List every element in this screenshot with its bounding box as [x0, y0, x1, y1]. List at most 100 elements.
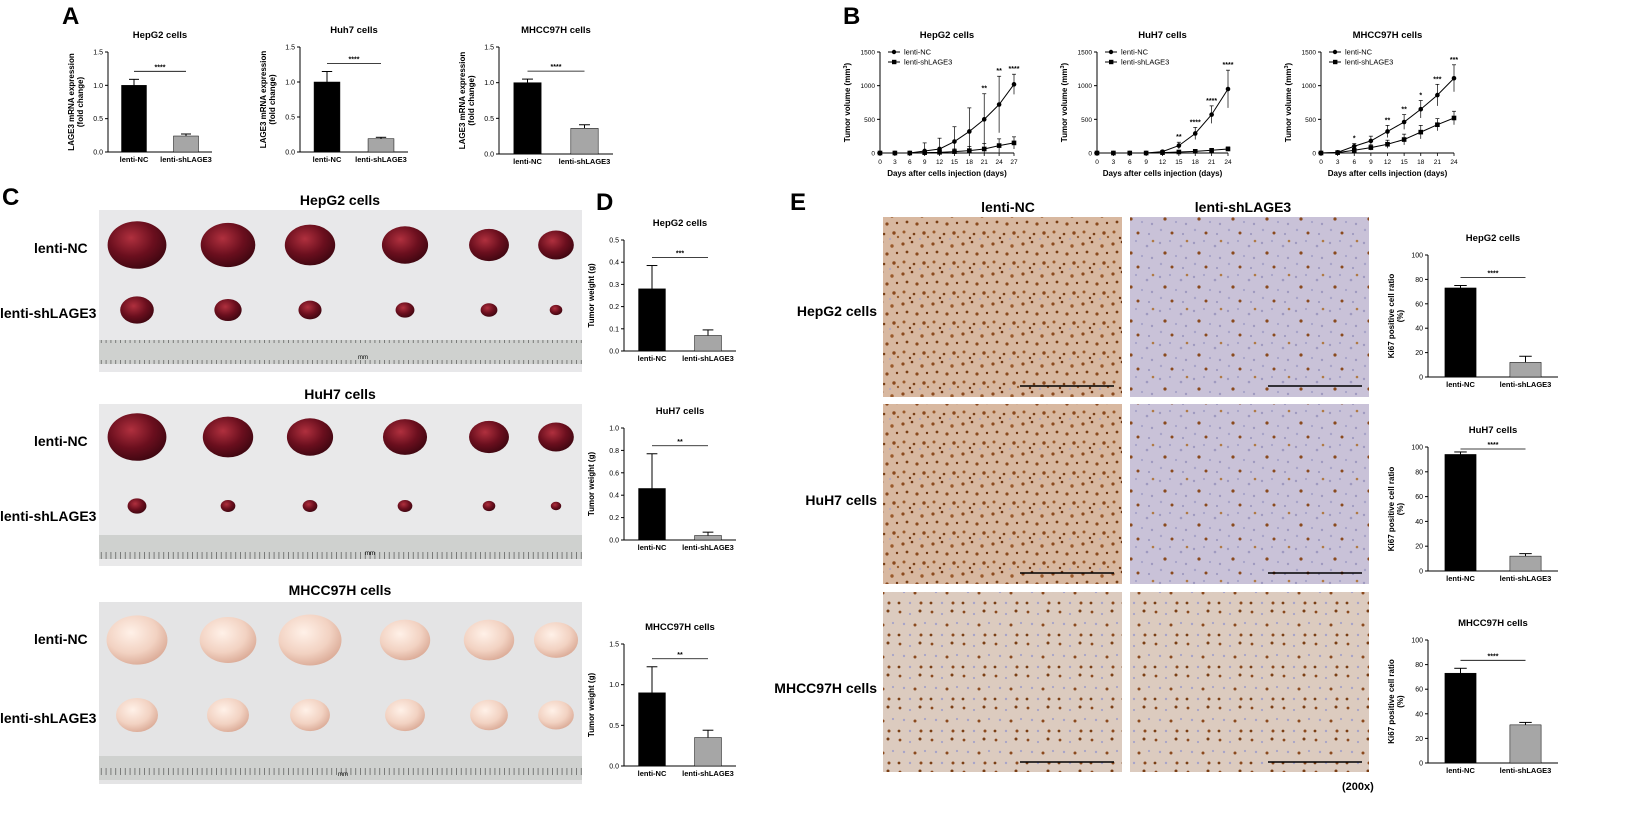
y-tick-label: 1.0 — [609, 682, 619, 689]
tumor-lenti-nc — [107, 413, 167, 461]
chart-d-7: 0.0 0.2 0.4 0.6 0.8 1.0 HuH7 cells Tumor weight… — [587, 406, 736, 552]
tumor-lenti-shlage3 — [397, 500, 413, 512]
tumor-lenti-shlage3 — [220, 500, 236, 512]
y-tick-label: 0 — [1088, 151, 1092, 158]
y-tick-label: 40 — [1415, 711, 1423, 718]
bar — [1444, 672, 1477, 764]
panel-letter-d: D — [596, 189, 613, 216]
y-tick-label: 0.0 — [93, 150, 103, 157]
tumor-lenti-shlage3 — [302, 500, 318, 512]
y-axis-label: LAGE3 mRNA expression(fold change) — [458, 52, 476, 150]
legend-marker — [891, 49, 897, 55]
ruler-unit-huh7: mm — [365, 551, 375, 557]
x-tick-label: lenti-NC — [638, 354, 667, 363]
x-tick-label: 9 — [1144, 159, 1148, 166]
x-tick-label: 24 — [1450, 159, 1458, 166]
chart-title: HepG2 cells — [653, 218, 707, 229]
tumor-lenti-nc — [381, 226, 429, 264]
tumor-lenti-nc — [538, 422, 574, 452]
x-axis-label: Days after cells injection (days) — [1103, 169, 1223, 178]
y-tick-label: 0.0 — [609, 538, 619, 545]
significance-label: **** — [1488, 653, 1499, 660]
y-tick-label: 0.5 — [609, 238, 619, 245]
chart-a-1: 0.0 0.5 1.0 1.5 Huh7 cells LAGE3 mRNA express… — [259, 25, 408, 164]
x-tick-label: 3 — [1112, 159, 1116, 166]
x-axis-label: Days after cells injection (days) — [887, 169, 1007, 178]
y-tick-label: 0.4 — [609, 260, 619, 267]
y-tick-label: 60 — [1415, 494, 1423, 501]
significance-label: ** — [981, 86, 987, 93]
tumor-lenti-nc — [200, 222, 256, 268]
data-point — [1401, 119, 1407, 125]
tumor-lenti-nc — [202, 416, 254, 458]
data-point — [1192, 149, 1198, 154]
tumor-lenti-nc — [469, 420, 509, 454]
data-point — [1385, 129, 1390, 134]
y-axis-label: Ki67 positive cell ratio(%) — [1387, 467, 1405, 552]
ihc-hepg2-nc — [883, 217, 1122, 397]
x-tick-label: lenti-shLAGE3 — [682, 543, 734, 552]
y-tick-label: 0.0 — [609, 764, 619, 771]
y-tick-label: 1000 — [1302, 83, 1317, 90]
data-point — [1127, 150, 1133, 156]
bar — [638, 488, 666, 541]
data-point — [1176, 149, 1182, 155]
significance-label: *** — [676, 251, 684, 258]
bar — [313, 81, 341, 153]
data-point — [981, 117, 987, 122]
tumor-lenti-shlage3 — [116, 698, 158, 732]
y-tick-label: 0.4 — [609, 493, 619, 500]
ihc-row-label-hepg2: HepG2 cells — [797, 303, 877, 319]
panel-letter-a: A — [62, 3, 79, 30]
tumor-lenti-nc — [107, 221, 167, 269]
magnification-label: (200x) — [1342, 781, 1374, 793]
ihc-mhcc97h-nc — [883, 592, 1122, 772]
y-tick-label: 1500 — [1078, 50, 1093, 57]
significance-label: ** — [1385, 117, 1391, 124]
data-point — [1351, 143, 1357, 149]
y-tick-label: 0.2 — [609, 515, 619, 522]
significance-label: *** — [1433, 76, 1441, 83]
significance-label: ** — [677, 652, 683, 659]
tumors-huh7 — [107, 413, 574, 514]
bar — [1509, 362, 1542, 378]
ihc-col-label-sh: lenti-shLAGE3 — [1195, 199, 1292, 215]
data-point — [1176, 143, 1182, 148]
data-point — [952, 149, 957, 154]
y-tick-label: 0.0 — [484, 152, 494, 159]
chart-e-9: 0 20 40 60 80 100 HepG2 cells Ki67 positive cel… — [1387, 233, 1558, 389]
y-tick-label: 100 — [1411, 253, 1423, 260]
tumor-lenti-nc — [382, 419, 428, 455]
significance-label: **** — [1488, 442, 1499, 449]
x-tick-label: 9 — [923, 159, 927, 166]
y-tick-label: 0 — [1419, 375, 1423, 382]
x-tick-label: lenti-shLAGE3 — [1500, 574, 1552, 583]
series-line — [880, 142, 1015, 154]
x-tick-label: 6 — [1352, 159, 1356, 166]
y-tick-label: 0.5 — [93, 116, 103, 123]
bar — [513, 82, 542, 155]
tumor-lenti-shlage3 — [482, 500, 496, 512]
data-point — [937, 150, 942, 155]
x-tick-label: 0 — [1319, 159, 1323, 166]
significance-label: **** — [1223, 62, 1234, 69]
bar — [1444, 287, 1477, 378]
significance-label: * — [1419, 92, 1422, 99]
bar — [367, 138, 395, 153]
data-point — [1385, 141, 1390, 147]
data-point — [967, 129, 972, 134]
row-label-nc-huh7: lenti-NC — [34, 433, 88, 449]
y-axis-label: LAGE3 mRNA expression(fold change) — [259, 51, 277, 149]
y-tick-label: 0 — [871, 151, 875, 158]
y-axis-label: Ki67 positive cell ratio(%) — [1387, 274, 1405, 359]
x-tick-label: 0 — [878, 159, 882, 166]
significance-label: **** — [1488, 271, 1499, 278]
data-point — [981, 146, 987, 152]
panel-c-photos: HepG2 cells mm lenti-NC lenti-shLAGE3 Hu… — [0, 192, 582, 784]
chart-b-5: 0 500 1000 1500 MHCC97H cells Tumor volume (m… — [1284, 30, 1458, 178]
chart-title: MHCC97H cells — [1353, 30, 1423, 41]
y-tick-label: 1.5 — [93, 50, 103, 57]
data-point — [1435, 92, 1440, 98]
y-tick-label: 0.0 — [609, 349, 619, 356]
